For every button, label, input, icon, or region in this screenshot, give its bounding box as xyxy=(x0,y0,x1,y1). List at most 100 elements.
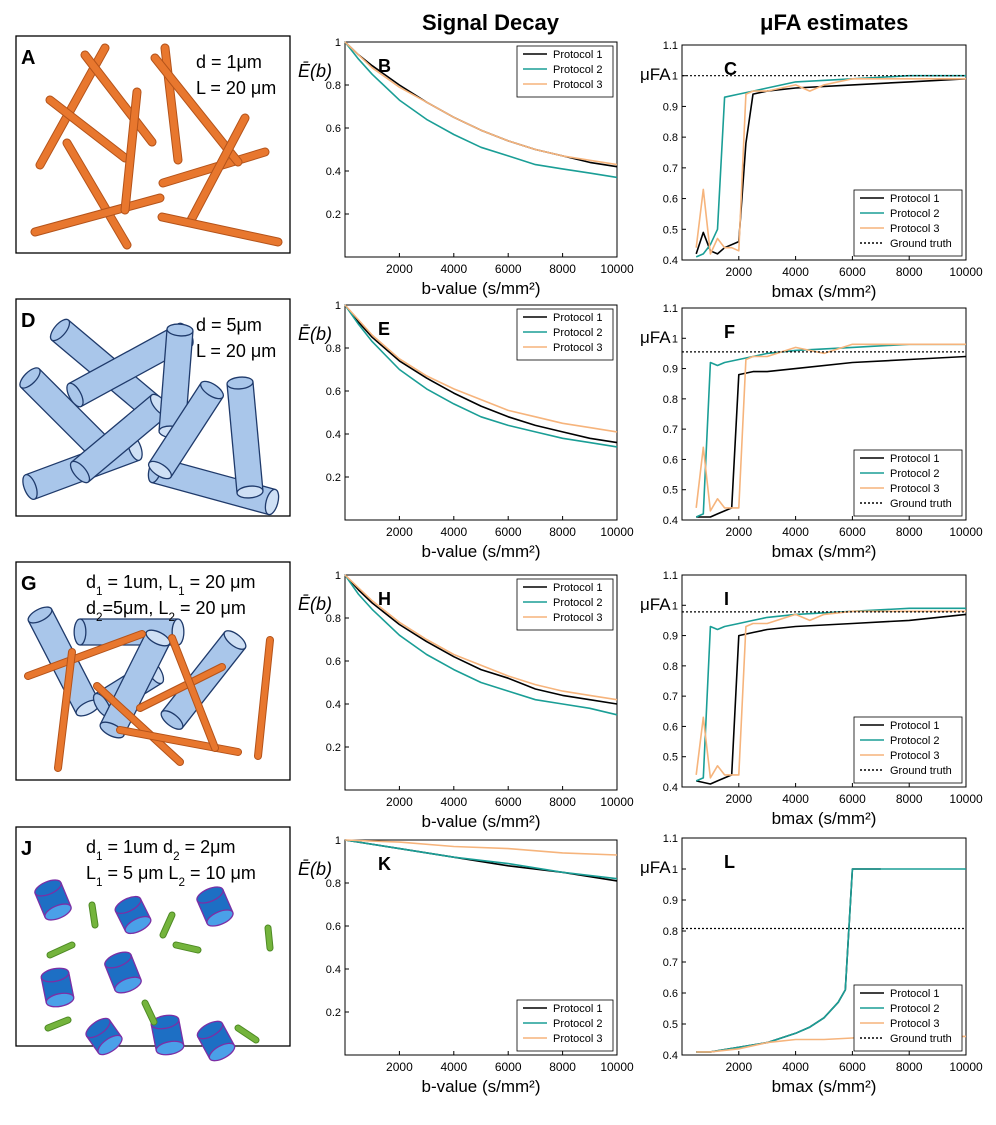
panel-letter-i: I xyxy=(724,589,729,609)
chart-panel-h: 2000 4000 6000 8000 10000 0.2 0.4 0.6 0.8 1Ē(b) b-… xyxy=(298,570,634,831)
x-tick-label: 8000 xyxy=(549,262,576,276)
thick-fiber-cap xyxy=(145,629,171,647)
y-tick-label: 0.6 xyxy=(663,194,678,206)
legend: Protocol 1 Protocol 2 Protocol 3 Ground tru… xyxy=(853,449,963,517)
legend-label: Ground truth xyxy=(890,1033,952,1045)
x-tick-label: 2000 xyxy=(386,262,413,276)
y-tick-label: 0.7 xyxy=(663,691,678,703)
x-tick-label: 4000 xyxy=(440,525,467,539)
thin-fiber xyxy=(158,213,282,246)
y-axis-label: Ē(b) xyxy=(298,61,332,81)
y-tick-label: 0.8 xyxy=(326,80,341,92)
y-tick-label: 1 xyxy=(335,37,341,49)
wide-cylinder xyxy=(196,1020,236,1062)
x-axis-label: b-value (s/mm²) xyxy=(421,1077,540,1096)
wide-cylinder-cap xyxy=(124,915,152,935)
wide-cylinder-cap xyxy=(114,976,142,994)
thick-fiber-end xyxy=(199,380,225,400)
legend-label: Ground truth xyxy=(890,238,952,250)
thin-fiber xyxy=(186,114,249,226)
wide-cylinder-edge-bottom xyxy=(40,977,47,1003)
wide-cylinder xyxy=(114,895,152,935)
wide-cylinder-end xyxy=(196,1020,224,1040)
y-tick-label: 0.6 xyxy=(663,721,678,733)
wide-cylinder xyxy=(40,967,75,1008)
legend-label: Protocol 3 xyxy=(553,1033,603,1045)
parameter-label: d = 5μm xyxy=(196,315,262,335)
thin-fiber xyxy=(169,635,218,751)
legend-label: Protocol 3 xyxy=(890,1018,940,1030)
thin-fiber xyxy=(25,631,145,679)
y-tick-label: 0.6 xyxy=(326,123,341,135)
thick-fiber-end xyxy=(66,382,84,408)
y-tick-label: 1 xyxy=(672,333,678,345)
short-fiber xyxy=(47,942,75,958)
legend-label: Protocol 1 xyxy=(890,453,940,465)
x-tick-label: 2000 xyxy=(386,795,413,809)
x-tick-label: 4000 xyxy=(440,262,467,276)
thick-fiber-cap xyxy=(223,630,247,650)
x-tick-label: 6000 xyxy=(495,525,522,539)
x-tick-label: 6000 xyxy=(495,795,522,809)
y-tick-label: 1 xyxy=(335,570,341,582)
panel-letter-c: C xyxy=(724,59,737,79)
chart-panel-k: 2000 4000 6000 8000 10000 0.2 0.4 0.6 0.8 1Ē(b) b-… xyxy=(298,835,634,1096)
series-line-protocol-3 xyxy=(344,839,618,856)
legend-label: Protocol 1 xyxy=(553,1003,603,1015)
short-fiber xyxy=(265,925,273,951)
wide-cylinder-body xyxy=(86,1019,122,1054)
thin-fiber xyxy=(55,649,75,771)
wide-cylinder-cap xyxy=(44,903,72,921)
y-tick-label: 0.7 xyxy=(663,957,678,969)
x-tick-label: 6000 xyxy=(495,262,522,276)
thick-fiber-body xyxy=(71,395,169,482)
chart-panel-i: 2000 4000 6000 8000 10000 0.4 0.5 0.6 0.7 0.8 0.9 1… xyxy=(640,570,983,828)
x-tick-label: 2000 xyxy=(725,265,752,279)
x-tick-label: 4000 xyxy=(782,1060,809,1074)
thick-fiber-edge-top xyxy=(252,381,264,491)
y-tick-label: 0.4 xyxy=(326,429,341,441)
panel-letter-d: D xyxy=(21,310,35,332)
series-line-protocol-1 xyxy=(344,304,618,444)
thin-fiber xyxy=(94,683,183,765)
y-tick-label: 0.5 xyxy=(663,224,678,236)
y-tick-label: 1.1 xyxy=(663,303,678,315)
series-line-protocol-3 xyxy=(695,610,966,779)
legend-label: Protocol 2 xyxy=(890,208,940,220)
thin-fiber xyxy=(31,194,164,236)
wide-cylinder-edge-bottom xyxy=(86,1035,100,1054)
parameter-label: d = 1μm xyxy=(196,52,262,72)
y-tick-label: 0.9 xyxy=(663,895,678,907)
wide-cylinder-edge-top xyxy=(178,1019,185,1046)
x-axis-label: bmax (s/mm²) xyxy=(772,1077,877,1096)
thick-fiber-edge-bottom xyxy=(148,382,202,464)
series-line-protocol-3 xyxy=(695,78,966,255)
y-tick-label: 0.4 xyxy=(326,699,341,711)
wide-cylinder-edge-top xyxy=(60,882,72,907)
wide-cylinder-body xyxy=(115,898,151,932)
wide-cylinder-end xyxy=(40,967,70,983)
thick-fiber-edge-bottom xyxy=(226,384,238,494)
chart-panel-f: 2000 4000 6000 8000 10000 0.4 0.5 0.6 0.7 0.8 0.9 1… xyxy=(640,303,983,561)
wide-cylinder-edge-top xyxy=(108,1019,122,1038)
panel-letter-e: E xyxy=(378,319,390,339)
legend-label: Protocol 1 xyxy=(890,720,940,732)
thin-fiber xyxy=(137,664,225,711)
wide-cylinder-edge-bottom xyxy=(114,910,127,932)
wide-cylinder-cap xyxy=(155,1040,185,1056)
y-axis-label: μFA xyxy=(640,858,671,877)
thick-fiber-edge-top xyxy=(71,394,153,463)
parameter-label: L = 20 μm xyxy=(196,78,276,98)
legend-label: Ground truth xyxy=(890,498,952,510)
x-axis-label: bmax (s/mm²) xyxy=(772,542,877,561)
parameter-label: L1 = 5 μm L2 = 10 μm xyxy=(86,863,256,889)
x-tick-label: 10000 xyxy=(600,262,634,276)
x-tick-label: 8000 xyxy=(549,795,576,809)
thick-fiber-end xyxy=(19,367,41,389)
x-tick-label: 2000 xyxy=(725,525,752,539)
wide-cylinder-end xyxy=(196,886,224,904)
thin-fiber xyxy=(63,139,131,249)
short-fiber xyxy=(45,1017,71,1031)
